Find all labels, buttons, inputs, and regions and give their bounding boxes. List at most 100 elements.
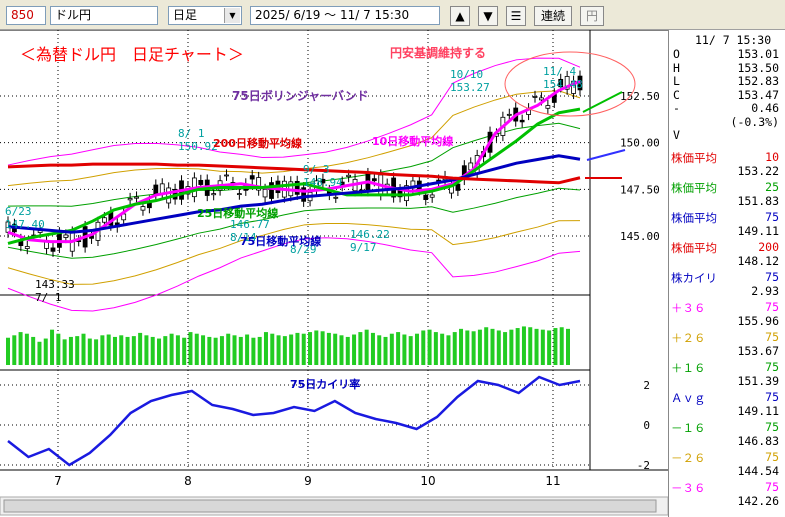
volume-bar	[56, 333, 61, 365]
ohlc-value: 0.46	[751, 101, 779, 115]
indicator-period: 75	[765, 300, 779, 314]
ma-line	[7, 154, 581, 234]
candle-body	[539, 97, 544, 101]
volume-bar	[490, 328, 495, 365]
indicator-label: 株価平均	[671, 151, 717, 165]
candle-body	[294, 180, 300, 195]
volume-bar	[521, 326, 526, 365]
volume-bar	[339, 335, 344, 365]
month-tick: 7	[54, 474, 62, 488]
price-label-value: 146.22	[350, 228, 390, 241]
code-field[interactable]: 850	[6, 6, 46, 25]
volume-bar	[408, 336, 413, 365]
indicator-value: 155.96	[737, 314, 779, 328]
volume-bar	[308, 332, 313, 365]
volume-bar	[138, 332, 143, 365]
candle-body	[564, 76, 570, 90]
candle-body	[256, 177, 262, 191]
ohlc-key: C	[673, 87, 680, 102]
indicator-label: ＋３６	[671, 301, 706, 315]
indicator-label: 株カイリ	[671, 271, 717, 285]
candle-body	[333, 196, 339, 199]
ma-line	[7, 79, 581, 244]
prev-button[interactable]: ▲	[450, 6, 470, 26]
volume-bar	[68, 336, 73, 365]
candle-body	[506, 113, 512, 116]
candle-body	[269, 182, 274, 199]
indicator-label: 株価平均	[671, 211, 717, 225]
candle-body	[236, 193, 242, 196]
indicator-label: 株価平均	[671, 241, 717, 255]
month-tick: 11	[545, 474, 560, 488]
volume-bar	[559, 327, 564, 365]
volume-bar	[144, 335, 149, 365]
volume-bar	[389, 333, 394, 365]
volume-bar	[352, 334, 357, 365]
volume-bar	[18, 332, 23, 365]
indicator-value: 151.83	[737, 194, 779, 208]
volume-bar	[377, 335, 382, 365]
candle-body	[198, 179, 204, 185]
next-button[interactable]: ▼	[478, 6, 498, 26]
month-tick: 9	[304, 474, 312, 488]
month-tick: 10	[420, 474, 435, 488]
panel-date: 11/ 7 15:30	[695, 33, 772, 47]
yen-button[interactable]: 円	[580, 6, 604, 26]
triangle-up-icon: ▲	[455, 9, 465, 23]
volume-bar	[270, 333, 275, 365]
kairi-axis-tick: -2	[637, 459, 650, 472]
volume-bar	[50, 329, 55, 365]
chart-title: ＜為替ドル円 日足チャート＞	[20, 45, 244, 64]
volume-bar	[459, 328, 464, 365]
volume-bar	[100, 335, 105, 365]
ohlc-value: 153.01	[737, 47, 779, 61]
continuous-button[interactable]: 連続	[534, 6, 572, 26]
indicator-value: 2.93	[751, 284, 779, 298]
indicator-period: 75	[765, 360, 779, 374]
ma25-extension-line	[582, 91, 623, 113]
volume-bar	[421, 330, 426, 365]
volume-bar	[547, 330, 552, 365]
bollinger-line	[7, 57, 581, 166]
volume-bar	[534, 328, 539, 365]
indicator-label: －１６	[671, 421, 706, 435]
ma-line	[7, 162, 581, 185]
bollinger-line	[7, 187, 581, 259]
indicator-label: 株価平均	[671, 181, 717, 195]
indicator-value: 148.12	[737, 254, 779, 268]
price-label-value: 150.92	[178, 140, 218, 153]
indicator-period: 75	[765, 330, 779, 344]
ohlc-value: 153.47	[737, 87, 779, 102]
axes: 152.50 150.00 147.50 145.00 2 0 -2 7 8 9 10 11	[0, 90, 668, 516]
indicator-value: 144.54	[737, 464, 779, 478]
period-select[interactable]: 日足 ▼	[168, 6, 242, 25]
volume-bar	[201, 335, 206, 365]
candle-body	[134, 196, 139, 199]
volume-bar	[276, 335, 281, 365]
price-label-value: 147.40	[5, 218, 45, 231]
volume-bar	[402, 334, 407, 365]
bollinger-line	[7, 220, 581, 285]
volume-bar	[446, 335, 451, 365]
menu-icon: ☰	[510, 9, 522, 23]
volume-bar	[94, 339, 99, 365]
indicator-period: 75	[765, 270, 779, 284]
candle-body	[211, 193, 217, 196]
volume-bar	[188, 332, 193, 365]
menu-button[interactable]: ☰	[506, 6, 526, 26]
price-label-date: 8/14	[230, 231, 257, 244]
symbol-field[interactable]: ドル円	[50, 6, 158, 25]
volume-bar	[75, 336, 80, 365]
candle-body	[423, 194, 429, 200]
volume-bar	[163, 336, 168, 365]
candle-body	[320, 178, 326, 184]
price-axis-tick: 145.00	[620, 230, 660, 243]
candle-body	[429, 194, 435, 198]
volume-bar	[333, 333, 338, 365]
volume-bar	[358, 332, 363, 365]
price-label-value: 153.27	[450, 81, 490, 94]
date-range[interactable]: 2025/ 6/19 ～ 11/ 7 15:30	[250, 6, 440, 25]
volume-bar	[169, 333, 174, 365]
volume-bar	[320, 331, 325, 365]
